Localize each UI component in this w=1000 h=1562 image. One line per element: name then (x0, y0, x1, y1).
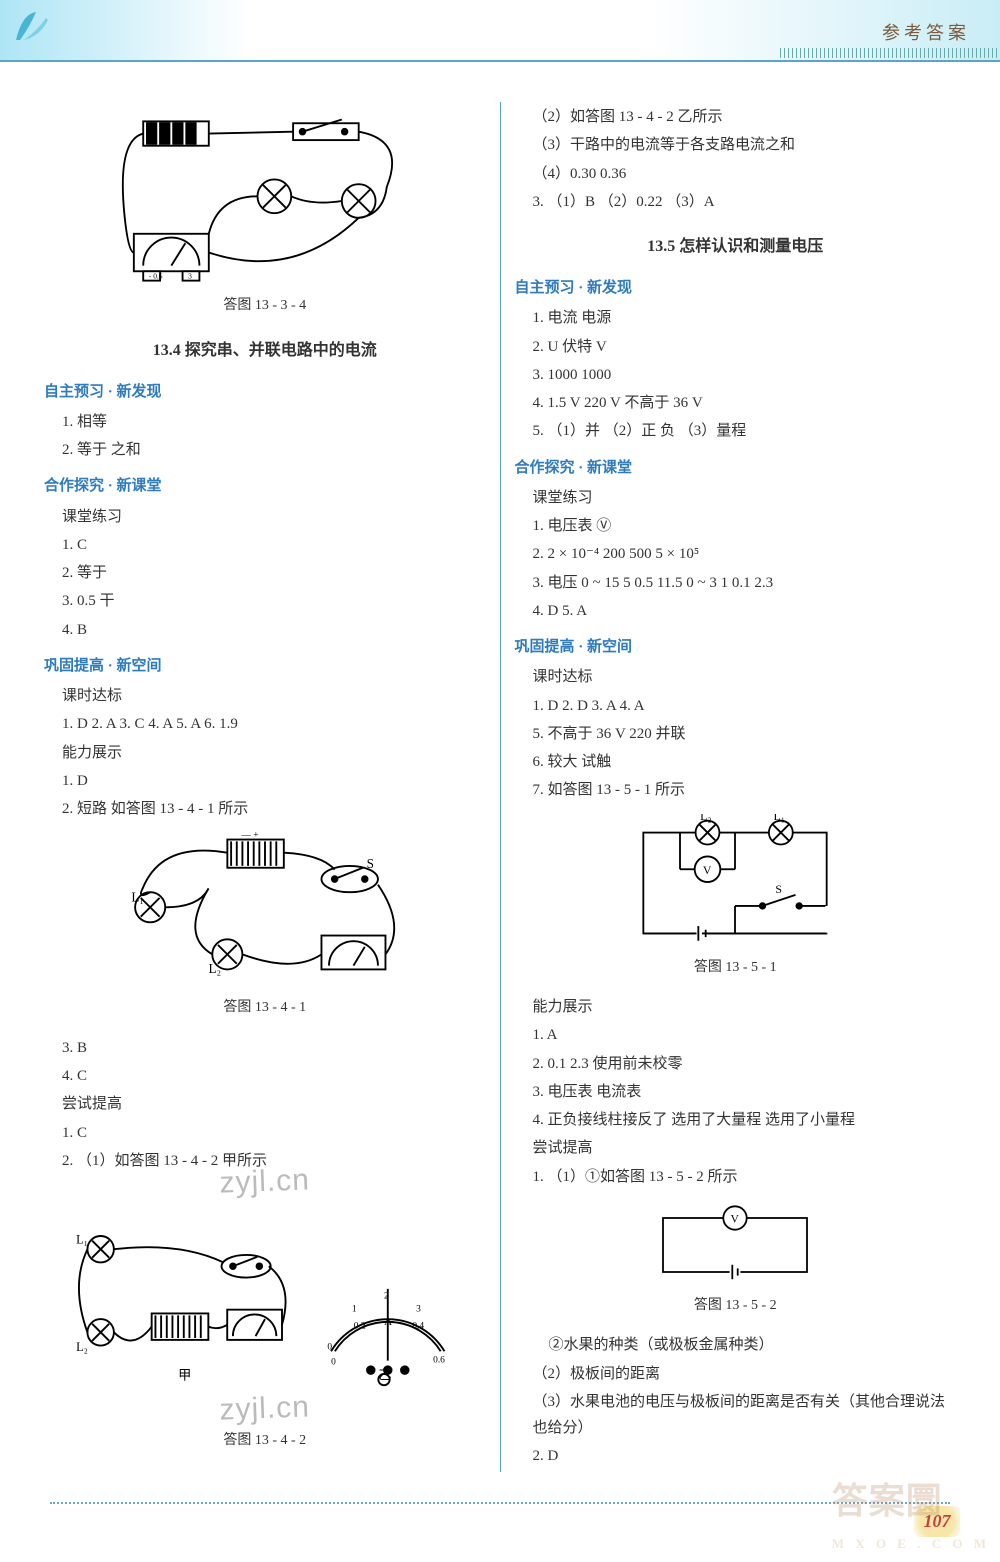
svg-text:L₁: L₁ (774, 814, 785, 823)
answer-line: 1. D 2. A 3. C 4. A 5. A 6. 1.9 (62, 711, 486, 737)
svg-text:— +: — + (240, 832, 258, 841)
header-title: 参考答案 (882, 18, 970, 50)
answer-line: 1. D 2. D 3. A 4. A (533, 693, 957, 719)
figure-caption: 答图 13 - 5 - 1 (515, 956, 957, 981)
answer-line: 2. 2 × 10⁻⁴ 200 500 5 × 10⁵ (533, 541, 957, 567)
svg-text:S: S (366, 856, 373, 871)
figure-13-3-4: - 0.6 3 (44, 112, 486, 290)
answer-line: 课时达标 (533, 664, 957, 690)
right-column: （2）如答图 13 - 4 - 2 乙所示 （3）干路中的电流等于各支路电流之和… (501, 102, 971, 1472)
svg-text:L₂: L₂ (700, 814, 711, 823)
answer-line: 6. 较大 试触 (533, 749, 957, 775)
answer-line: （4）0.30 0.36 (533, 161, 957, 187)
answer-line: 1. C (62, 1120, 486, 1146)
answer-line: 1. 相等 (62, 409, 486, 435)
figure-13-5-2: V (515, 1200, 957, 1290)
answer-line: 课时达标 (62, 683, 486, 709)
subhead-consol: 巩固提高 · 新空间 (515, 634, 957, 660)
answer-line: 3. 电压表 电流表 (533, 1079, 957, 1105)
answer-line: 4. C (62, 1063, 486, 1089)
answer-line: （2）如答图 13 - 4 - 2 乙所示 (533, 104, 957, 130)
section-title-13-5: 13.5 怎样认识和测量电压 (515, 233, 957, 261)
answer-line: 尝试提高 (533, 1135, 957, 1161)
answer-line: 4. B (62, 617, 486, 643)
answer-line: 能力展示 (533, 994, 957, 1020)
page-header: 参考答案 (0, 0, 1000, 62)
svg-text:V: V (703, 862, 712, 876)
svg-text:甲: 甲 (178, 1367, 191, 1382)
svg-text:S: S (776, 882, 783, 896)
answer-line: （3）干路中的电流等于各支路电流之和 (533, 132, 957, 158)
subhead-preview: 自主预习 · 新发现 (44, 379, 486, 405)
answer-line: 5. 不高于 36 V 220 并联 (533, 721, 957, 747)
figure-caption: 答图 13 - 5 - 2 (515, 1294, 957, 1319)
svg-text:3: 3 (416, 1304, 421, 1314)
svg-text:0.4: 0.4 (412, 1321, 424, 1331)
answer-line: 2. 短路 如答图 13 - 4 - 1 所示 (62, 796, 486, 822)
answer-line: 3. B (62, 1035, 486, 1061)
subhead-consol: 巩固提高 · 新空间 (44, 653, 486, 679)
svg-text:V: V (731, 1212, 740, 1225)
watermark-sub: M X O E . C O M (832, 1533, 990, 1556)
svg-text:L₁: L₁ (76, 1232, 88, 1246)
left-column: - 0.6 3 答图 13 - 3 - 4 13.4 探究串、并联电路中的电流 … (30, 102, 500, 1472)
section-title-13-4: 13.4 探究串、并联电路中的电流 (44, 337, 486, 365)
subhead-preview: 自主预习 · 新发现 (515, 275, 957, 301)
svg-text:0.2: 0.2 (354, 1321, 366, 1331)
figure-caption: 答图 13 - 4 - 1 (44, 996, 486, 1021)
answer-line: 1. 电流 电源 (533, 305, 957, 331)
answer-line: 课堂练习 (533, 485, 957, 511)
svg-text:L₁: L₁ (131, 890, 144, 905)
answer-line: 2. 等于 之和 (62, 437, 486, 463)
figure-13-4-1: — + (44, 832, 486, 992)
answer-line: 1. C (62, 532, 486, 558)
answer-line: 课堂练习 (62, 504, 486, 530)
watermark-main: 答案圜 (832, 1481, 943, 1521)
subhead-coop: 合作探究 · 新课堂 (44, 473, 486, 499)
answer-line: 2. 等于 (62, 560, 486, 586)
answer-line: 3. 电压 0 ~ 15 5 0.5 11.5 0 ~ 3 1 0.1 2.3 (533, 570, 957, 596)
page-footer: 107 答案圜 M X O E . C O M (0, 1502, 1000, 1562)
answer-line: 5. （1）并 （2）正 负 （3）量程 (533, 418, 957, 444)
answer-line: （3）水果电池的电压与极板间的距离是否有关（其他合理说法也给分） (533, 1389, 957, 1442)
svg-text:0.6: 0.6 (433, 1355, 445, 1365)
watermark-logo: 答案圜 M X O E . C O M (832, 1470, 990, 1556)
svg-text:2: 2 (384, 1291, 389, 1301)
figure-13-5-1: L₂ L₁ V (515, 814, 957, 952)
answer-line: 2. D (533, 1443, 957, 1469)
svg-text:L₂: L₂ (76, 1340, 88, 1354)
subhead-coop: 合作探究 · 新课堂 (515, 455, 957, 481)
figure-caption: 答图 13 - 3 - 4 (44, 294, 486, 319)
answer-line: 4. 1.5 V 220 V 不高于 36 V (533, 390, 957, 416)
svg-text:0: 0 (327, 1342, 332, 1352)
figure-13-4-2: L₁ L₂ 甲 0 1 (44, 1219, 486, 1389)
svg-text:3: 3 (188, 272, 192, 281)
answer-line: ②水果的种类（或极板金属种类） (549, 1332, 957, 1358)
footer-dotted-line (50, 1502, 950, 1505)
answer-line: 1. （1）①如答图 13 - 5 - 2 所示 (533, 1164, 957, 1190)
answer-line: 4. D 5. A (533, 598, 957, 624)
answer-line: 2. U 伏特 V (533, 334, 957, 360)
answer-line: （2）极板间的距离 (533, 1361, 957, 1387)
answer-line: 尝试提高 (62, 1091, 486, 1117)
answer-line: 3. 0.5 干 (62, 588, 486, 614)
header-tick-marks (780, 48, 1000, 58)
leaf-logo-icon (12, 6, 52, 46)
answer-line: 1. A (533, 1022, 957, 1048)
answer-line: 3. （1）B （2）0.22 （3）A (533, 189, 957, 215)
answer-line: 3. 1000 1000 (533, 362, 957, 388)
svg-text:- 0.6: - 0.6 (149, 272, 163, 281)
answer-line: 7. 如答图 13 - 5 - 1 所示 (533, 777, 957, 803)
svg-text:L₂: L₂ (208, 961, 221, 976)
svg-text:A: A (384, 1315, 393, 1327)
answer-line: 1. 电压表 Ⓥ (533, 513, 957, 539)
svg-text:1: 1 (352, 1304, 357, 1314)
answer-line: 能力展示 (62, 740, 486, 766)
answer-line: 4. 正负接线柱接反了 选用了大量程 选用了小量程 (533, 1107, 957, 1133)
svg-text:0: 0 (331, 1357, 336, 1367)
answer-line: 2. 0.1 2.3 使用前未校零 (533, 1051, 957, 1077)
answer-line: 1. D (62, 768, 486, 794)
